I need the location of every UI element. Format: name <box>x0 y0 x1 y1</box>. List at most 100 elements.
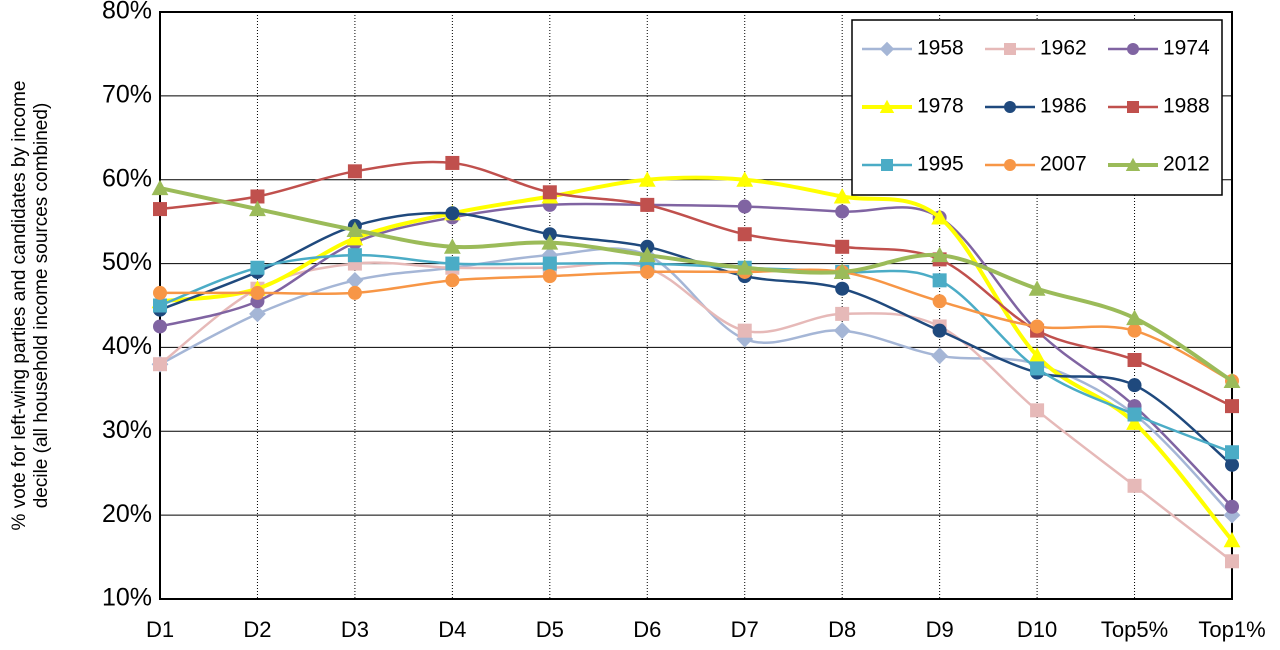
legend-label: 1958 <box>917 37 964 60</box>
x-tick-label: D8 <box>828 617 856 642</box>
marker <box>1225 554 1239 569</box>
marker <box>640 197 655 212</box>
y-tick-label: 20% <box>102 500 152 528</box>
x-tick-label: Top5% <box>1101 617 1168 642</box>
marker <box>736 259 754 275</box>
series-line <box>159 211 1233 466</box>
marker <box>1225 499 1239 514</box>
marker <box>879 41 895 57</box>
marker <box>1225 445 1239 460</box>
marker <box>932 273 947 288</box>
y-tick-label: 40% <box>102 332 152 360</box>
marker <box>153 298 167 313</box>
y-axis-label-line: % vote for left-wing parties and candida… <box>9 81 30 531</box>
series-line <box>159 160 1233 408</box>
marker <box>833 263 851 279</box>
x-tick-label: D9 <box>926 617 954 642</box>
legend-label: 1962 <box>1040 37 1087 60</box>
marker <box>931 347 949 365</box>
marker <box>347 164 362 179</box>
marker <box>347 248 362 263</box>
x-tick-label: D2 <box>243 617 271 642</box>
marker <box>1225 399 1239 414</box>
x-tick-label: Top1% <box>1198 617 1265 642</box>
x-tick-label: D1 <box>146 617 174 642</box>
marker <box>638 246 656 263</box>
marker <box>879 99 895 113</box>
legend-label: 2012 <box>1163 153 1210 176</box>
marker <box>1225 457 1239 472</box>
y-tick-label: 30% <box>102 416 152 444</box>
x-tick-label: D3 <box>341 617 369 642</box>
y-tick-label: 50% <box>102 248 152 276</box>
x-tick-label: D7 <box>731 617 759 642</box>
marker <box>541 234 559 250</box>
legend-box <box>851 19 1223 196</box>
marker <box>931 246 949 263</box>
marker <box>445 273 460 288</box>
marker <box>346 271 364 289</box>
x-tick-label: D6 <box>633 617 661 642</box>
marker <box>932 294 947 309</box>
legend-label: 2007 <box>1040 153 1087 176</box>
marker <box>542 256 557 271</box>
marker <box>833 188 851 204</box>
series-line <box>159 202 1233 508</box>
marker <box>443 238 461 254</box>
marker <box>1223 372 1241 388</box>
x-tick-label: D5 <box>536 617 564 642</box>
marker <box>1223 531 1241 548</box>
marker <box>153 285 167 300</box>
marker <box>151 179 169 196</box>
marker <box>445 155 460 170</box>
legend-label: 1995 <box>917 153 964 176</box>
legend-label: 1974 <box>1163 37 1210 60</box>
marker <box>737 199 752 214</box>
marker <box>640 264 655 279</box>
y-axis-label: % vote for left-wing parties and candida… <box>9 81 52 531</box>
marker <box>1030 403 1045 418</box>
marker <box>250 285 265 300</box>
marker <box>1127 323 1142 338</box>
marker <box>1126 309 1143 326</box>
marker <box>1127 101 1139 113</box>
marker <box>346 230 364 246</box>
marker <box>445 206 460 221</box>
marker <box>1004 101 1016 113</box>
marker <box>153 202 167 217</box>
y-axis-label-line: decile (all household income sources com… <box>31 103 52 509</box>
y-tick-label: 10% <box>102 584 152 612</box>
y-tick-label: 80% <box>102 0 152 25</box>
series-line <box>160 268 1233 383</box>
x-tick-label: D10 <box>1017 617 1057 642</box>
marker <box>1028 347 1046 363</box>
marker <box>1127 407 1142 422</box>
marker <box>1028 280 1046 296</box>
marker <box>833 322 851 340</box>
marker <box>542 185 557 200</box>
marker <box>737 227 752 242</box>
marker <box>1127 378 1142 393</box>
marker <box>1127 478 1142 493</box>
marker <box>881 159 893 171</box>
marker <box>1127 43 1139 55</box>
marker <box>347 285 362 300</box>
marker <box>249 305 266 323</box>
marker <box>542 269 557 284</box>
marker <box>1004 159 1016 171</box>
marker <box>932 323 947 338</box>
marker <box>835 306 850 321</box>
marker <box>737 323 752 338</box>
marker <box>250 189 265 204</box>
marker <box>445 256 460 271</box>
marker <box>1127 353 1142 368</box>
y-tick-label: 70% <box>102 80 152 108</box>
marker <box>1126 414 1143 430</box>
marker <box>835 281 850 296</box>
legend-label: 1978 <box>917 95 964 118</box>
series-line <box>159 253 1233 454</box>
series-line <box>159 261 1233 563</box>
marker <box>835 204 850 219</box>
marker <box>1004 43 1016 55</box>
